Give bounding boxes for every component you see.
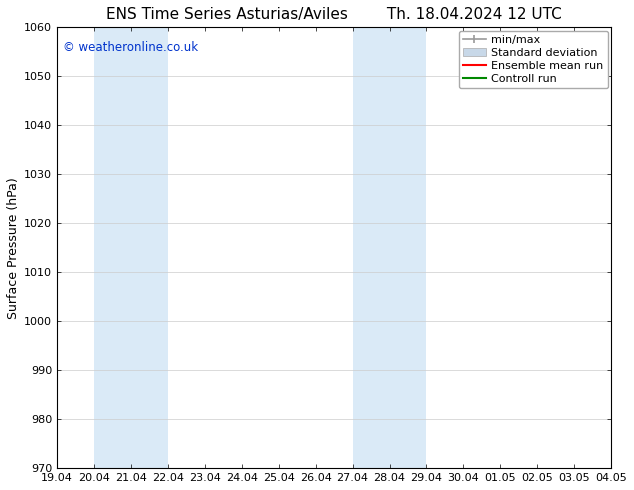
- Bar: [611, 27, 634, 468]
- Bar: [94, 27, 131, 468]
- Text: © weatheronline.co.uk: © weatheronline.co.uk: [63, 41, 198, 53]
- Y-axis label: Surface Pressure (hPa): Surface Pressure (hPa): [7, 177, 20, 318]
- Bar: [131, 27, 168, 468]
- Legend: min/max, Standard deviation, Ensemble mean run, Controll run: min/max, Standard deviation, Ensemble me…: [459, 30, 608, 88]
- Bar: [389, 27, 427, 468]
- Bar: [353, 27, 389, 468]
- Title: ENS Time Series Asturias/Aviles        Th. 18.04.2024 12 UTC: ENS Time Series Asturias/Aviles Th. 18.0…: [107, 7, 562, 22]
